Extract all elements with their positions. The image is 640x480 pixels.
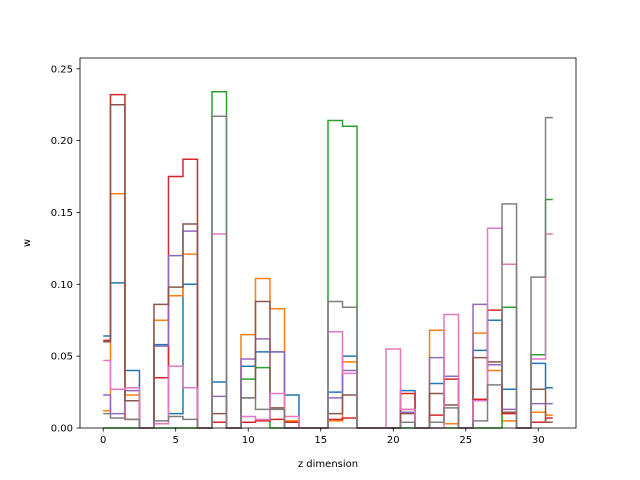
x-tick-label: 15	[314, 435, 327, 446]
x-tick-label: 10	[242, 435, 255, 446]
x-axis-label: z dimension	[298, 459, 358, 470]
y-tick-label: 0.15	[51, 208, 73, 219]
x-tick-label: 30	[532, 435, 545, 446]
x-tick-label: 20	[387, 435, 400, 446]
y-tick-label: 0.05	[51, 352, 73, 363]
plot-frame	[79, 57, 577, 429]
x-tick-label: 0	[100, 435, 106, 446]
y-tick-label: 0.20	[51, 136, 73, 147]
y-tick-label: 0.00	[51, 424, 73, 435]
y-tick-label: 0.25	[51, 64, 73, 75]
x-tick-label: 5	[173, 435, 179, 446]
x-tick-label: 25	[459, 435, 472, 446]
x-axis: 0 5 10 15 20 25 30	[100, 428, 545, 446]
y-tick-label: 0.10	[51, 280, 73, 291]
y-axis: 0.00 0.05 0.10 0.15 0.20 0.25	[51, 64, 80, 435]
y-axis-label: w	[22, 239, 33, 247]
series-8-line	[103, 115, 553, 429]
